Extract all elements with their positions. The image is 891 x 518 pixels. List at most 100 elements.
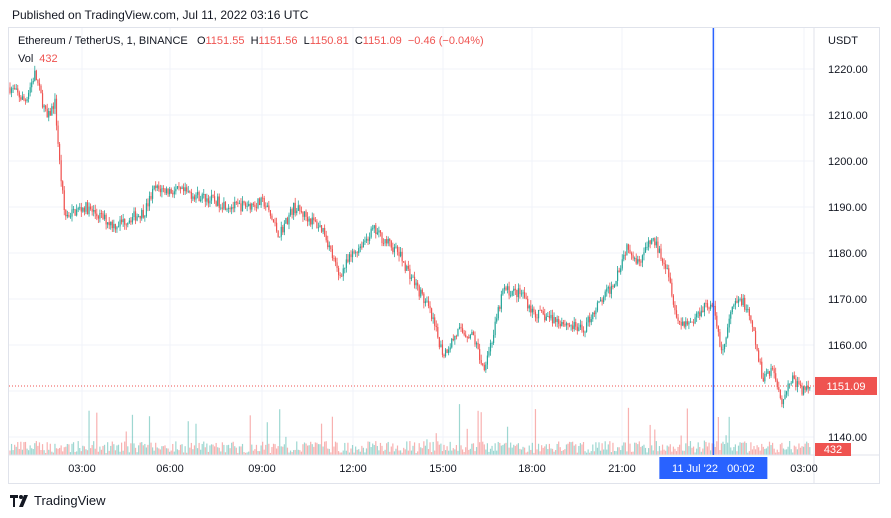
volume-bar	[210, 444, 213, 455]
candle-body	[15, 88, 17, 90]
candle-body	[525, 297, 527, 299]
volume-bar	[55, 448, 58, 455]
candle-body	[641, 255, 643, 263]
volume-bar	[235, 447, 237, 455]
candle-body	[682, 321, 684, 326]
volume-bar	[759, 450, 761, 455]
candle-body	[706, 303, 709, 308]
candle-body	[41, 93, 44, 108]
candle-body	[186, 187, 188, 192]
open-value: 1151.55	[205, 35, 245, 47]
volume-bar	[472, 443, 475, 455]
candle-body	[505, 287, 507, 290]
volume-bar	[672, 446, 674, 455]
candle-body	[615, 280, 617, 285]
volume-bar	[240, 446, 242, 455]
candle-body	[506, 286, 509, 290]
volume-bar	[776, 449, 778, 455]
volume-bar	[559, 447, 561, 455]
volume-bars	[9, 404, 811, 455]
volume-bar	[685, 443, 687, 455]
candle-body	[187, 191, 189, 193]
volume-bar	[389, 451, 391, 455]
candle-body	[103, 214, 106, 219]
candle-body	[754, 330, 757, 345]
volume-bar	[429, 442, 431, 455]
candle-body	[108, 222, 110, 226]
volume-bar	[395, 448, 397, 455]
volume-bar	[655, 441, 657, 455]
candle-body	[421, 289, 423, 294]
candle-body	[435, 325, 437, 328]
open-label: O	[196, 35, 206, 47]
candle-body	[541, 310, 543, 312]
candle-body	[404, 262, 406, 271]
candle-body	[643, 252, 645, 256]
volume-bar	[105, 452, 107, 455]
volume-bar	[435, 433, 437, 455]
volume-bar	[581, 444, 583, 455]
volume-bar	[451, 450, 453, 455]
volume-bar	[57, 448, 59, 455]
volume-bar	[130, 443, 132, 455]
volume-bar	[689, 441, 692, 455]
volume-bar	[124, 441, 126, 455]
candle-body	[341, 275, 343, 277]
candle-body	[28, 92, 30, 100]
volume-bar	[446, 446, 448, 455]
candle-body	[148, 195, 151, 207]
volume-bar	[164, 445, 166, 455]
candle-body	[542, 311, 544, 315]
volume-bar	[513, 444, 515, 455]
volume-bar	[412, 445, 414, 455]
volume-bar	[458, 404, 461, 455]
volume-bar	[51, 451, 53, 455]
candle-body	[231, 207, 233, 210]
candle-body	[237, 202, 239, 204]
candle-body	[711, 304, 713, 307]
volume-bar	[341, 452, 343, 455]
candle-body	[255, 206, 258, 208]
volume-bar	[286, 447, 289, 455]
volume-bar	[437, 441, 439, 455]
volume-bar	[221, 442, 223, 455]
candle-body	[654, 238, 656, 246]
volume-bar	[91, 445, 93, 455]
volume-bar	[703, 440, 705, 455]
volume-bar	[224, 452, 227, 455]
candle-body	[657, 241, 659, 253]
volume-bar	[578, 445, 580, 455]
volume-bar	[125, 431, 127, 455]
volume-bar	[215, 442, 217, 455]
candle-body	[634, 258, 636, 259]
candle-body	[116, 227, 118, 230]
candle-body	[491, 343, 493, 344]
volume-bar	[756, 445, 758, 455]
volume-bar	[536, 449, 538, 455]
candle-body	[347, 259, 349, 262]
candle-body	[350, 254, 352, 258]
volume-bar	[643, 444, 645, 455]
candle-body	[694, 317, 696, 324]
candle-body	[48, 111, 50, 118]
volume-bar	[658, 446, 661, 455]
volume-bar	[348, 452, 351, 455]
tradingview-logo[interactable]: TradingView	[10, 493, 106, 508]
candle-body	[311, 217, 313, 225]
volume-bar	[189, 447, 191, 455]
volume-bar	[683, 450, 685, 455]
volume-bar	[697, 442, 699, 455]
candle-body	[751, 321, 754, 327]
candle-body	[438, 337, 440, 348]
y-tick-label: 1220.00	[828, 64, 868, 76]
candle-body	[736, 301, 738, 303]
candle-body	[351, 251, 354, 258]
volume-bar	[141, 442, 143, 455]
candle-body	[621, 259, 623, 269]
candle-body	[781, 398, 783, 405]
volume-bar	[592, 444, 594, 455]
candle-body	[646, 246, 648, 248]
volume-bar	[361, 445, 363, 455]
candle-body	[243, 201, 245, 204]
